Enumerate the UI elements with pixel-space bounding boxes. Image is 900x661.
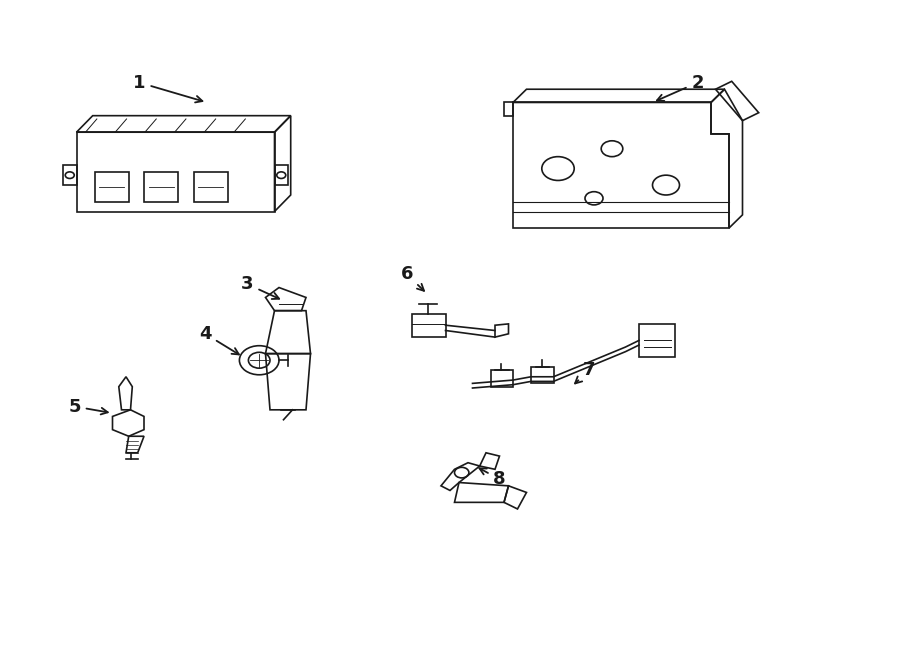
- Text: 5: 5: [68, 397, 108, 416]
- Text: 1: 1: [133, 73, 202, 102]
- Text: 8: 8: [480, 468, 506, 488]
- Text: 7: 7: [575, 361, 596, 383]
- Text: 3: 3: [241, 275, 279, 299]
- Text: 4: 4: [199, 325, 238, 354]
- Text: 2: 2: [657, 73, 704, 101]
- Text: 6: 6: [400, 265, 424, 291]
